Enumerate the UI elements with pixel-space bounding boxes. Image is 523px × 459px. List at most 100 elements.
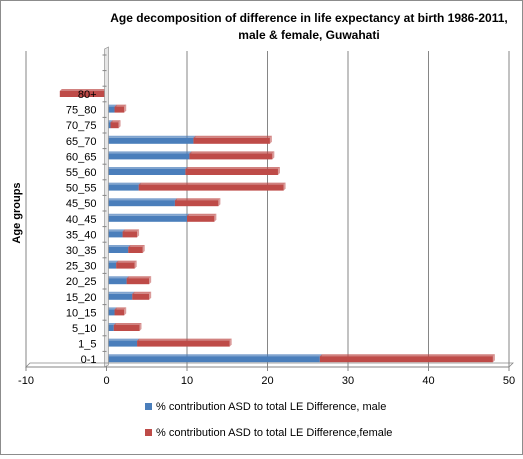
x-tick-label: -10 xyxy=(18,375,34,387)
y-category-label: 15_20 xyxy=(66,292,97,304)
y-category-label: 55_60 xyxy=(66,167,97,179)
bar-top-face xyxy=(114,307,127,310)
bar-top-face xyxy=(106,213,189,216)
bar-face xyxy=(106,309,115,316)
bar-top-face xyxy=(137,338,232,341)
bar-top-face xyxy=(138,182,286,185)
bar-face xyxy=(174,200,219,207)
bar-face xyxy=(106,169,186,175)
bar-top-face xyxy=(106,182,141,185)
bar-side-face xyxy=(218,198,221,207)
bar-top-face xyxy=(189,151,275,154)
bar-side-face xyxy=(134,260,137,269)
bar-side-face xyxy=(149,291,152,300)
bar-face xyxy=(106,356,320,363)
bar-face xyxy=(138,184,284,191)
bar-male xyxy=(106,229,125,238)
bar-male xyxy=(106,245,131,253)
x-tick-label: 30 xyxy=(342,375,354,387)
bar-top-face xyxy=(106,338,140,341)
x-tick-label: 10 xyxy=(181,375,193,387)
gridlines xyxy=(106,51,510,367)
bar-top-face xyxy=(193,135,272,138)
bar-face xyxy=(106,325,114,331)
bar-face xyxy=(187,215,215,222)
bar-face xyxy=(137,340,230,347)
bar-top-face xyxy=(110,120,121,123)
bar-top-face xyxy=(106,167,188,169)
bar-top-face xyxy=(113,323,142,325)
bar-female xyxy=(132,291,152,300)
bar-top-face xyxy=(116,260,137,263)
bar-face xyxy=(106,231,123,238)
bar-face xyxy=(116,262,135,269)
bar-face xyxy=(110,122,119,129)
bar-side-face xyxy=(272,151,275,160)
bar-top-face xyxy=(114,104,127,107)
bar-face xyxy=(126,278,150,285)
bar-face xyxy=(185,169,278,175)
bar-face xyxy=(106,262,117,269)
y-category-label: 5_10 xyxy=(72,323,96,335)
bar-face xyxy=(59,91,105,97)
bar-top-face xyxy=(106,229,125,232)
bar-top-face xyxy=(319,354,495,357)
chart-title-line2: male & female, Guwahati xyxy=(238,28,379,42)
legend: % contribution ASD to total LE Differenc… xyxy=(145,401,392,439)
bar-side-face xyxy=(139,323,142,331)
bar-female xyxy=(116,260,137,269)
bar-top-face xyxy=(106,245,131,247)
y-category-label: 1_5 xyxy=(78,339,96,351)
legend-label: % contribution ASD to total LE Differenc… xyxy=(156,427,392,439)
y-axis-title: Age groups xyxy=(11,182,23,243)
y-category-label: 60_65 xyxy=(66,151,97,163)
bar-side-face xyxy=(142,245,145,253)
bar-face xyxy=(106,184,139,191)
bar-top-face xyxy=(106,291,135,294)
y-category-label: 0-1 xyxy=(81,354,97,366)
bar-face xyxy=(106,200,175,207)
bar-face xyxy=(106,340,138,347)
bar-face xyxy=(122,231,138,238)
bar-side-face xyxy=(124,307,127,316)
x-axis-floor xyxy=(25,362,514,368)
y-category-label: 75_80 xyxy=(66,105,97,117)
bar-face xyxy=(106,153,190,160)
bar-face xyxy=(106,293,133,300)
bar-top-face xyxy=(106,307,117,310)
bar-female xyxy=(138,182,286,191)
bar-male xyxy=(106,213,189,222)
bar-female xyxy=(189,151,275,160)
bar-side-face xyxy=(124,104,127,113)
legend-swatch xyxy=(145,403,152,410)
y-category-label: 35_40 xyxy=(66,229,97,241)
bar-female xyxy=(128,245,145,253)
bar-female xyxy=(110,120,121,129)
bar-top-face xyxy=(132,291,152,294)
bar-top-face xyxy=(106,151,192,154)
y-category-label: 40_45 xyxy=(66,214,97,226)
legend-swatch xyxy=(145,429,152,436)
x-tick-label: 20 xyxy=(261,375,273,387)
bar-top-face xyxy=(126,276,152,279)
bar-side-face xyxy=(229,338,232,347)
bar-top-face xyxy=(106,104,117,107)
bar-male xyxy=(106,151,192,160)
bar-male xyxy=(106,291,135,300)
y-category-label: 65_70 xyxy=(66,136,97,148)
bar-side-face xyxy=(492,354,495,363)
bar-female xyxy=(174,198,221,207)
bar-face xyxy=(128,247,143,253)
bar-top-face xyxy=(122,229,140,232)
bar-male xyxy=(106,198,177,207)
bar-face xyxy=(106,247,129,253)
bar-female xyxy=(113,323,142,331)
bar-top-face xyxy=(106,260,119,263)
y-category-label: 30_35 xyxy=(66,245,97,257)
bar-female xyxy=(185,167,280,175)
bar-face xyxy=(106,106,115,113)
bar-top-face xyxy=(185,167,280,169)
y-category-labels: 0-1 1_5 5_10 10_15 15_20 20_25 25_30 30_35 35_40… xyxy=(66,89,97,366)
